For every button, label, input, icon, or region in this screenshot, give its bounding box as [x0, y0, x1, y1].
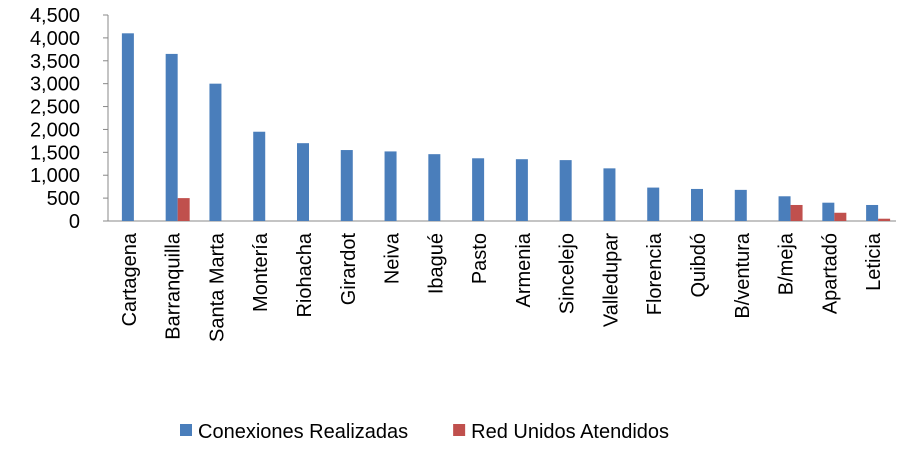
y-tick-label: 3,500 — [30, 51, 80, 73]
x-tick-label: Riohacha — [294, 232, 316, 317]
x-tick-label: Florencia — [644, 232, 666, 315]
bar — [790, 204, 803, 221]
x-tick-label: B/ventura — [732, 232, 754, 318]
bar — [165, 53, 178, 222]
bar — [121, 33, 134, 221]
x-tick-label: B/meja — [776, 232, 798, 295]
y-tick-label: 2,500 — [30, 97, 80, 119]
x-tick-label: Barranquilla — [163, 232, 185, 340]
bar — [559, 160, 572, 221]
bar — [209, 83, 222, 222]
x-tick-label: Neiva — [382, 232, 404, 284]
y-tick-label: 4,000 — [30, 28, 80, 50]
x-tick-label: Valledupar — [600, 233, 622, 327]
x-tick-label: Santa Marta — [206, 232, 228, 342]
legend-swatch — [453, 424, 466, 436]
x-tick-label: Pasto — [469, 233, 491, 284]
bar — [515, 159, 528, 221]
x-tick-label: Girardot — [338, 233, 360, 306]
y-tick-label: 1,500 — [30, 142, 80, 164]
bar — [253, 131, 266, 221]
bar — [866, 204, 879, 221]
x-tick-label: Cartagena — [119, 232, 141, 326]
legend-swatch — [180, 424, 192, 436]
bar — [603, 168, 616, 221]
bar — [691, 188, 703, 221]
legend-label: Conexiones Realizadas — [198, 421, 408, 443]
y-tick-label: 3,000 — [30, 74, 80, 96]
x-tick-label: Armenia — [513, 232, 535, 307]
bar — [878, 218, 891, 221]
x-tick-label: Montería — [250, 232, 272, 312]
bar — [177, 198, 190, 221]
bar — [822, 202, 835, 221]
bar — [734, 189, 747, 221]
y-tick-label: 4,500 — [30, 5, 80, 27]
x-tick-label: Sincelejo — [557, 233, 579, 314]
bar — [297, 143, 309, 221]
y-tick-label: 1,000 — [30, 165, 80, 187]
y-tick-label: 0 — [69, 211, 80, 233]
legend-label: Red Unidos Atendidos — [471, 421, 669, 443]
x-tick-label: Quibdó — [688, 233, 710, 298]
y-tick-label: 2,000 — [30, 119, 80, 141]
bar — [428, 154, 441, 221]
bar — [778, 196, 791, 221]
x-tick-label: Leticia — [863, 232, 885, 291]
bar — [834, 212, 847, 221]
bar — [384, 151, 397, 221]
bar — [472, 158, 485, 221]
bar — [647, 187, 660, 221]
bar — [340, 150, 353, 221]
x-tick-label: Apartadó — [819, 233, 841, 314]
x-tick-label: Ibagué — [425, 233, 447, 294]
y-tick-label: 500 — [47, 188, 80, 210]
